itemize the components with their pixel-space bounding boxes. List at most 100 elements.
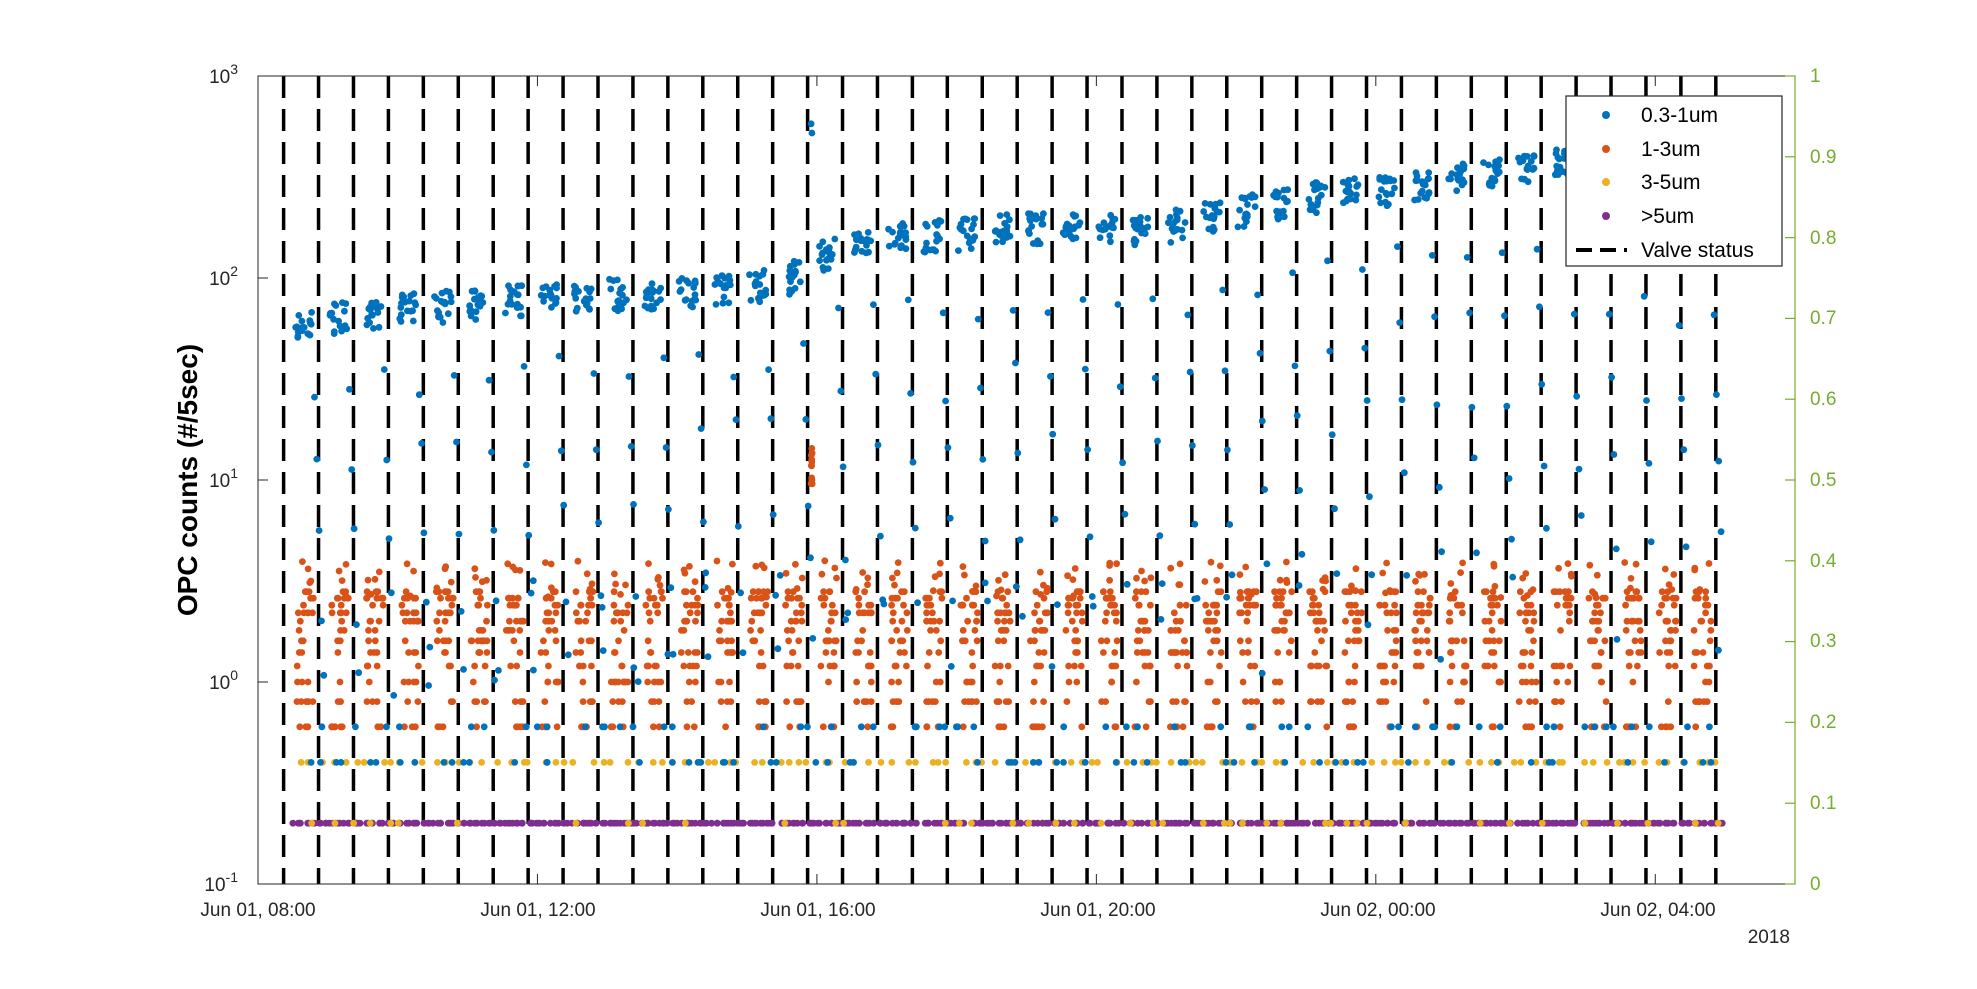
data-point <box>1428 252 1436 259</box>
data-point <box>1654 819 1662 827</box>
legend-item: 3-5um <box>1602 171 1701 194</box>
data-point <box>1562 601 1570 609</box>
data-point <box>655 574 662 581</box>
data-point <box>1072 601 1080 609</box>
data-point <box>302 723 310 731</box>
data-point <box>739 649 747 657</box>
data-point <box>894 594 901 602</box>
data-point <box>431 293 438 300</box>
data-point <box>506 627 513 634</box>
data-point <box>1112 759 1120 766</box>
data-point <box>1414 177 1421 184</box>
data-point <box>1425 190 1432 198</box>
data-point <box>963 759 970 766</box>
data-point <box>383 456 391 464</box>
data-point <box>440 759 448 766</box>
data-point <box>1705 560 1713 567</box>
data-point <box>995 576 1002 584</box>
data-point <box>471 662 478 670</box>
data-point <box>1331 505 1338 513</box>
data-point <box>768 819 776 827</box>
data-point <box>1065 662 1072 670</box>
data-point <box>1629 678 1637 686</box>
data-point <box>1113 637 1121 645</box>
data-point <box>695 351 703 358</box>
data-point <box>1239 649 1246 656</box>
data-point <box>825 678 832 686</box>
data-point <box>781 819 789 827</box>
data-point <box>467 307 475 315</box>
data-point <box>572 819 580 827</box>
data-point <box>484 601 491 609</box>
data-point <box>545 617 552 625</box>
data-point <box>507 286 514 294</box>
data-point <box>318 723 326 731</box>
data-point <box>1004 662 1012 670</box>
data-point <box>1030 698 1037 705</box>
data-point <box>719 299 727 307</box>
data-point <box>776 572 784 579</box>
data-point <box>1700 819 1708 827</box>
data-point <box>610 617 618 625</box>
data-point <box>570 282 578 290</box>
data-point <box>1102 594 1110 602</box>
data-point <box>827 617 835 625</box>
data-point <box>1489 601 1497 609</box>
data-point <box>1298 550 1306 558</box>
y-tick-label: 10-1 <box>204 869 238 896</box>
data-point <box>863 236 871 243</box>
data-point <box>893 627 901 634</box>
data-point <box>1533 245 1541 253</box>
data-point <box>855 609 863 617</box>
data-point <box>1703 698 1711 705</box>
data-point <box>657 284 665 292</box>
data-point <box>785 759 793 766</box>
data-point <box>1530 152 1538 160</box>
data-point <box>396 759 404 766</box>
data-point <box>1025 819 1032 827</box>
data-point <box>509 563 517 571</box>
data-point <box>1044 584 1051 592</box>
svg-text:10-1: 10-1 <box>204 869 238 896</box>
data-point <box>1086 533 1094 541</box>
data-point <box>298 317 306 325</box>
data-point <box>1096 234 1104 242</box>
data-point <box>579 698 587 705</box>
data-point <box>1448 170 1456 178</box>
data-point <box>724 637 731 645</box>
data-point <box>377 303 385 310</box>
data-point <box>1679 819 1687 827</box>
data-point <box>617 617 625 625</box>
data-point <box>809 635 817 642</box>
data-point <box>1273 594 1280 602</box>
data-point <box>518 282 526 290</box>
data-point <box>297 759 305 766</box>
data-point <box>595 519 602 526</box>
data-point <box>400 678 408 686</box>
data-point <box>380 366 388 373</box>
data-point <box>1201 578 1209 585</box>
data-point <box>433 637 441 645</box>
data-point <box>1139 649 1146 656</box>
data-point <box>396 315 404 323</box>
data-point <box>1078 609 1086 617</box>
data-point <box>821 594 829 602</box>
data-point <box>1344 188 1352 196</box>
data-point <box>1108 221 1116 229</box>
data-point <box>1341 698 1349 705</box>
data-point <box>1296 487 1303 494</box>
data-point <box>307 759 315 766</box>
data-point <box>375 568 383 576</box>
svg-text:103: 103 <box>209 61 238 88</box>
data-point <box>577 601 585 609</box>
data-point <box>645 560 652 567</box>
data-point <box>625 819 632 827</box>
data-point <box>1423 637 1431 645</box>
data-point <box>1630 819 1637 827</box>
data-point <box>1361 344 1369 352</box>
data-point <box>1107 601 1114 609</box>
data-point <box>1071 223 1079 231</box>
data-point <box>902 245 910 253</box>
data-point <box>506 617 513 625</box>
data-point <box>1558 698 1565 705</box>
